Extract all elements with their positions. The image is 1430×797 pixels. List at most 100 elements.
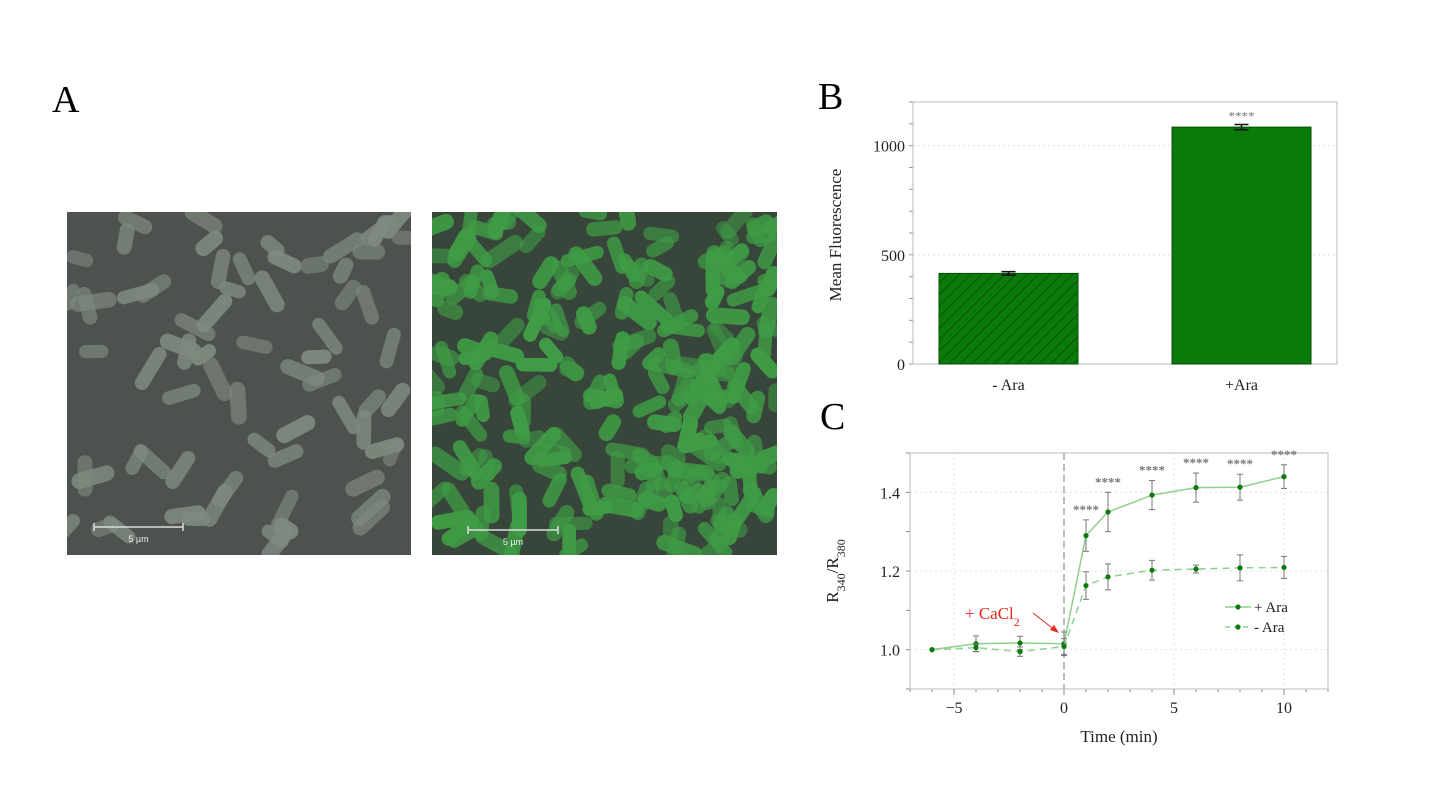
bacterial-cell bbox=[432, 272, 458, 295]
bacterial-cell bbox=[722, 475, 739, 507]
bacterial-cell bbox=[312, 317, 343, 355]
bacterial-cell bbox=[191, 344, 216, 366]
bacterial-cell bbox=[546, 504, 575, 542]
bacterial-cell bbox=[538, 337, 564, 364]
bacterial-cell bbox=[219, 281, 246, 299]
bacterial-cell bbox=[441, 482, 470, 519]
bacterial-cell bbox=[727, 378, 759, 415]
bacterial-cell bbox=[445, 274, 480, 305]
bacterial-cell bbox=[67, 513, 81, 542]
bacterial-cell bbox=[709, 321, 735, 346]
bacterial-cell bbox=[699, 365, 727, 409]
bacterial-cell bbox=[677, 432, 707, 454]
bar-chart-fluorescence: 0 500 1000 - Ara +Ara **** Mean Fluorescence bbox=[826, 101, 1338, 394]
x-tick-label: −5 bbox=[945, 700, 962, 717]
bacterial-cell bbox=[706, 245, 745, 284]
bacterial-cell bbox=[323, 232, 365, 264]
significance-stars: **** bbox=[1073, 502, 1099, 517]
x-axis-label: Time (min) bbox=[1080, 727, 1157, 746]
bacterial-cell bbox=[276, 415, 316, 444]
bacterial-cell bbox=[632, 395, 667, 418]
bacterial-cell bbox=[67, 250, 94, 268]
bacterial-cell bbox=[523, 297, 552, 342]
bacterial-cell bbox=[498, 365, 525, 406]
bacterial-cell bbox=[236, 335, 273, 354]
x-tick-label: +Ara bbox=[1225, 377, 1258, 394]
bacterial-cell bbox=[515, 357, 558, 372]
bacterial-cell bbox=[757, 231, 777, 270]
bacterial-cell bbox=[660, 444, 686, 467]
bacterial-cell bbox=[434, 340, 457, 379]
data-point bbox=[1193, 566, 1199, 572]
bacterial-cell bbox=[483, 341, 525, 364]
cacl2-annotation: + CaCl2 bbox=[965, 604, 1020, 629]
data-point bbox=[1237, 565, 1243, 571]
bacterial-cell bbox=[603, 373, 623, 405]
series-line-minus-ara bbox=[931, 566, 1285, 653]
bacterial-cell bbox=[713, 505, 735, 532]
cells bbox=[432, 212, 777, 555]
bacterial-cell bbox=[666, 461, 715, 481]
bacterial-cell bbox=[116, 222, 135, 255]
bacterial-cell bbox=[643, 226, 680, 244]
bacterial-cell bbox=[232, 252, 256, 286]
y-label-subscript: 340 bbox=[834, 573, 848, 591]
data-point bbox=[929, 647, 935, 653]
bacterial-cell bbox=[647, 365, 670, 395]
bacterial-cell bbox=[617, 212, 637, 231]
bacterial-cell bbox=[610, 450, 625, 489]
bacterial-cell bbox=[586, 220, 623, 237]
bacterial-cell bbox=[703, 432, 741, 461]
bacterial-cell bbox=[432, 248, 458, 264]
scale-bar-label: 5 µm bbox=[128, 534, 148, 544]
bacterial-cell bbox=[70, 291, 117, 312]
bacterial-cell bbox=[617, 296, 657, 331]
data-point bbox=[1083, 582, 1089, 589]
bacterial-cell bbox=[177, 333, 197, 370]
data-point bbox=[1105, 574, 1111, 580]
bacterial-cell bbox=[617, 333, 644, 360]
bar-minus-ara bbox=[938, 272, 1079, 365]
bacterial-cell bbox=[664, 494, 684, 523]
bacterial-cell bbox=[351, 488, 391, 527]
bacterial-cell bbox=[723, 326, 756, 366]
data-point bbox=[1083, 533, 1089, 539]
line-chart-ratio: −5 0 5 10 1.0 1.2 1.4 **** **** **** **** **** **** +… bbox=[823, 447, 1329, 746]
bacterial-cell bbox=[532, 457, 567, 482]
legend-label: - Ara bbox=[1254, 620, 1285, 636]
x-tick-label: - Ara bbox=[992, 377, 1024, 394]
panel-label-c: C bbox=[820, 396, 846, 438]
bacterial-cell bbox=[568, 246, 603, 286]
data-point bbox=[1281, 564, 1287, 571]
bacterial-cell bbox=[79, 344, 109, 359]
data-point bbox=[1105, 509, 1111, 515]
data-point bbox=[1017, 640, 1023, 646]
bacterial-cell bbox=[358, 389, 386, 419]
bacterial-cell bbox=[746, 214, 774, 237]
bacterial-cell bbox=[754, 445, 777, 467]
bacterial-cell bbox=[165, 450, 196, 489]
bacterial-cell bbox=[360, 214, 397, 246]
legend-marker bbox=[1235, 604, 1241, 610]
bacterial-cell bbox=[270, 489, 299, 533]
bacterial-cell bbox=[679, 483, 706, 505]
bacterial-cell bbox=[203, 357, 233, 402]
significance-stars: **** bbox=[1229, 108, 1255, 123]
scale-bar-label: 5 µm bbox=[503, 537, 523, 547]
data-point bbox=[1149, 492, 1155, 498]
significance-stars: **** bbox=[1183, 455, 1209, 470]
bacterial-cell bbox=[118, 212, 153, 235]
bacterial-cell bbox=[164, 505, 206, 525]
y-label-subscript: 380 bbox=[834, 539, 848, 557]
bacterial-cell bbox=[467, 219, 504, 241]
bacterial-cell bbox=[643, 259, 673, 282]
bacterial-cell bbox=[162, 383, 201, 405]
cacl2-subscript: 2 bbox=[1014, 615, 1020, 629]
bacterial-cell bbox=[515, 394, 532, 430]
bacterial-cell bbox=[757, 324, 773, 363]
bacterial-cell bbox=[757, 488, 777, 516]
bacterial-cell bbox=[646, 414, 682, 433]
bacterial-cell bbox=[663, 292, 685, 327]
bacterial-cell bbox=[432, 446, 470, 481]
